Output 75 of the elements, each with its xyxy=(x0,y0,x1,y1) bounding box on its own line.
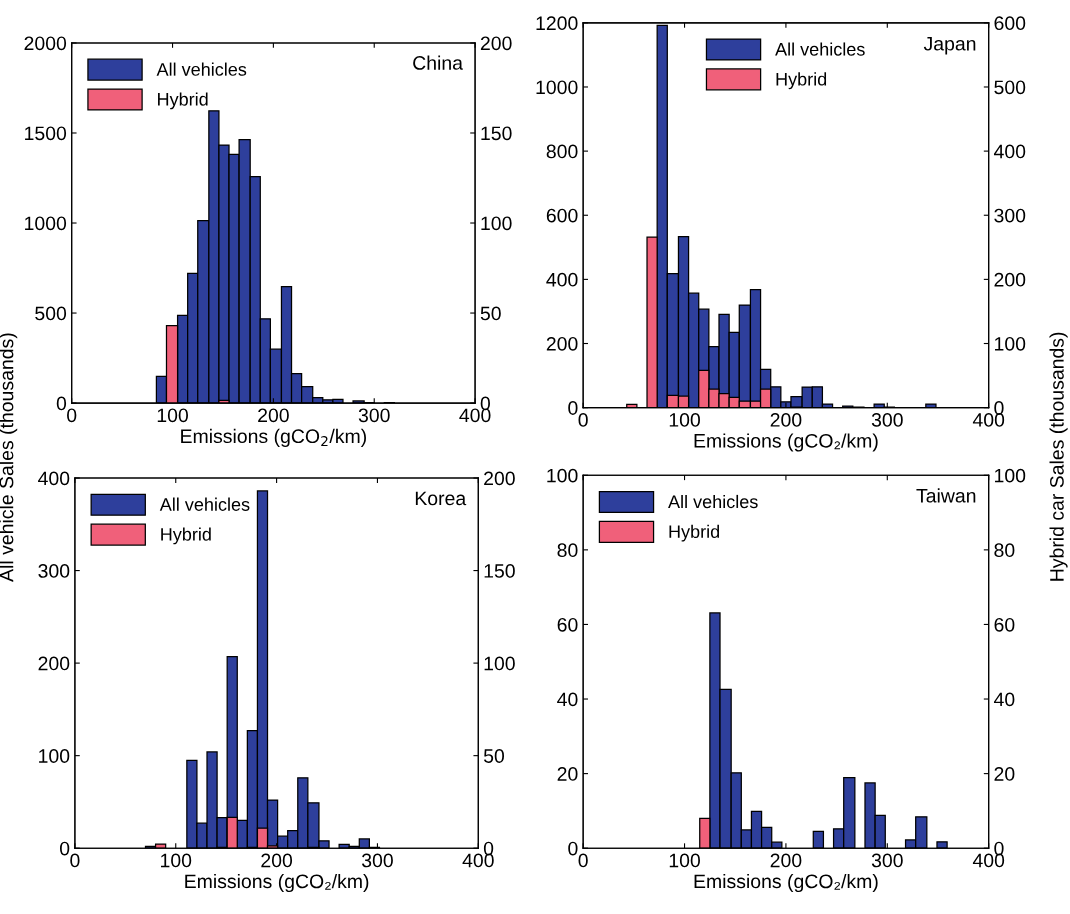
y2-tick-label: 200 xyxy=(480,36,512,51)
x-tick-label: 200 xyxy=(770,413,802,427)
y2-tick-label: 200 xyxy=(484,471,515,486)
y2-tick-label: 600 xyxy=(994,16,1026,31)
y2-tick-label: 100 xyxy=(995,468,1026,483)
y-tick-label: 400 xyxy=(546,272,578,287)
x-axis-title: Emissions (gCO$_{2}$/km) xyxy=(181,428,366,447)
x-axis-title: Emissions (gCO₂/km) xyxy=(694,873,878,893)
x-tick-label: 300 xyxy=(361,853,393,868)
y2-tick-label: 300 xyxy=(994,208,1026,223)
text: Japan xyxy=(923,37,976,55)
legend-label: Hybrid xyxy=(161,527,211,545)
legend-label: All vehicles xyxy=(668,494,758,509)
y-tick-label: 1000 xyxy=(536,80,578,95)
x-tick-label: 0 xyxy=(578,853,588,868)
y2-tick-label: 150 xyxy=(484,564,515,578)
x-tick-label: 200 xyxy=(261,853,293,868)
y2-tick-label: 60 xyxy=(994,617,1015,632)
x-tick-label: 100 xyxy=(669,853,700,868)
legend-label: All vehicles xyxy=(159,497,250,511)
y2-tick-label: 20 xyxy=(994,767,1015,781)
y-tick-label: 100 xyxy=(39,749,70,763)
legend-label: All vehicles xyxy=(775,42,865,56)
legend-label: Hybrid xyxy=(158,92,208,110)
y-tick-label: 60 xyxy=(557,617,578,632)
y2-tick-label: 150 xyxy=(481,126,512,141)
y-tick-label: 2000 xyxy=(24,36,67,51)
text: China xyxy=(413,55,463,70)
y2-tick-label: 400 xyxy=(993,144,1026,159)
y2-tick-label: 50 xyxy=(483,749,505,763)
y2-tick-label: 100 xyxy=(484,656,515,671)
y2-tick-label: 100 xyxy=(995,336,1026,351)
y-tick-label: 0 xyxy=(568,841,578,856)
y2-tick-label: 500 xyxy=(994,80,1026,95)
x-tick-label: 400 xyxy=(972,413,1005,427)
text: Taiwan xyxy=(916,488,976,503)
y-tick-label: 1000 xyxy=(25,216,67,231)
x-tick-label: 0 xyxy=(578,413,588,427)
y-tick-label: 20 xyxy=(557,767,578,781)
y2-tick-label: 100 xyxy=(481,216,512,231)
y-tick-label: 100 xyxy=(547,468,578,483)
x-axis-title: Emissions (gCO₂/km) xyxy=(185,873,369,893)
y2-tick-label: 200 xyxy=(994,272,1026,287)
y-tick-label: 80 xyxy=(557,543,578,558)
y-axis-title: All vehicle Sales (thousands) xyxy=(0,333,18,582)
y-tick-label: 500 xyxy=(35,306,67,321)
x-tick-label: 100 xyxy=(157,408,188,423)
y-tick-label: 400 xyxy=(38,471,70,486)
x-tick-label: 0 xyxy=(70,853,80,868)
y-tick-label: 0 xyxy=(56,396,67,411)
y-tick-label: 40 xyxy=(557,692,578,707)
y-tick-label: 200 xyxy=(546,336,578,351)
x-tick-label: 100 xyxy=(669,413,700,427)
y-tick-label: 800 xyxy=(546,144,578,159)
y-tick-label: 0 xyxy=(59,841,70,856)
y2-tick-label: 40 xyxy=(993,692,1015,707)
x-tick-label: 200 xyxy=(258,408,289,423)
y2-tick-label: 50 xyxy=(480,306,501,321)
x-tick-label: 100 xyxy=(161,853,192,868)
y2-axis-title: Hybrid car Sales (thousands) xyxy=(1049,332,1068,581)
x-axis-title: Emissions (gCO₂/km) xyxy=(694,433,878,452)
legend-label: Hybrid xyxy=(669,524,720,542)
x-tick-label: 300 xyxy=(871,853,903,868)
y2-tick-label: 80 xyxy=(994,543,1015,558)
x-tick-label: 300 xyxy=(871,413,903,427)
y-tick-label: 1500 xyxy=(25,126,67,141)
text: Korea xyxy=(415,491,467,506)
x-tick-label: 300 xyxy=(358,408,390,423)
y-tick-label: 1200 xyxy=(536,16,578,31)
y-tick-label: 200 xyxy=(38,656,70,671)
legend-label: All vehicles xyxy=(156,62,247,76)
x-tick-label: 200 xyxy=(770,853,802,868)
legend-label: Hybrid xyxy=(776,72,827,90)
y-tick-label: 300 xyxy=(38,564,70,578)
y-tick-label: 600 xyxy=(546,208,578,223)
